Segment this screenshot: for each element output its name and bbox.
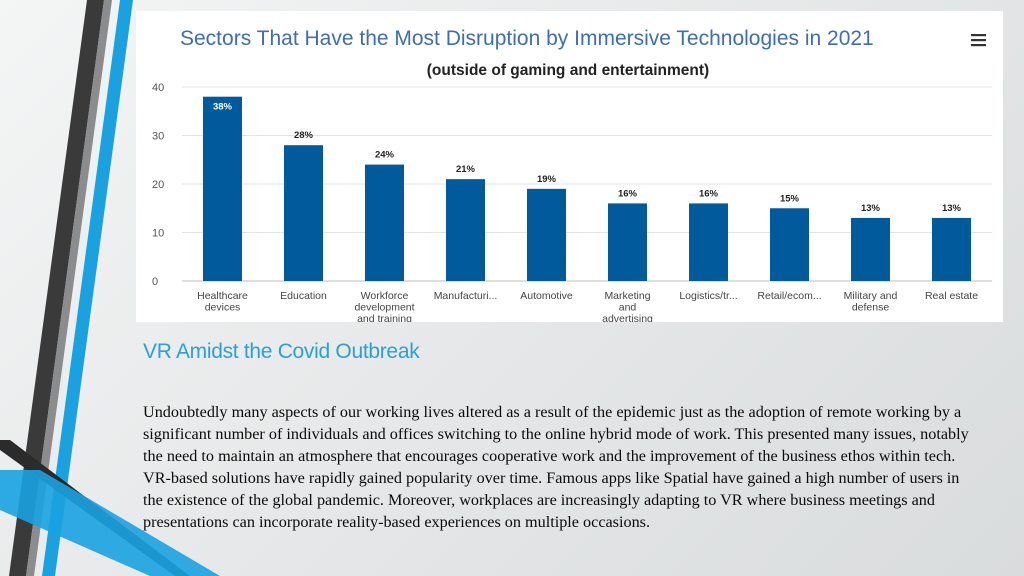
bars [203, 96, 971, 281]
data-label: 21% [456, 164, 476, 175]
x-tick-label-line: Real estate [925, 290, 978, 302]
x-tick-label-line: Military and [844, 290, 898, 302]
x-tick-label-line: devices [205, 302, 241, 314]
x-axis: Healthcare devices Education Workforce devel… [197, 290, 978, 322]
x-tick-label: Automotive [520, 290, 573, 302]
x-tick-label-line: Marketing [604, 290, 650, 302]
data-label: 19% [537, 174, 557, 185]
y-axis: 0 10 20 30 40 [152, 82, 164, 288]
x-tick-label-line: Workforce [361, 290, 409, 302]
bar [608, 203, 647, 281]
y-tick-label: 40 [152, 82, 164, 94]
blue-diagonal-stripe [42, 0, 133, 576]
data-label: 28% [294, 130, 314, 141]
bar [203, 96, 242, 281]
x-tick-label: Education [280, 290, 327, 302]
hamburger-menu-icon[interactable] [971, 34, 986, 47]
data-label: 24% [375, 150, 395, 161]
y-tick-label: 30 [152, 131, 164, 143]
chart-panel: Sectors That Have the Most Disruption by… [136, 11, 1003, 322]
chart-title: Sectors That Have the Most Disruption by… [180, 27, 874, 50]
y-tick-label: 20 [152, 179, 164, 191]
x-tick-label: Workforce development and training [354, 290, 414, 322]
x-tick-label-line: Logistics/tr... [679, 290, 737, 302]
x-tick-label-line: defense [852, 302, 890, 314]
x-tick-label-line: Education [280, 290, 327, 302]
gray-diagonal-stripe [26, 0, 112, 576]
x-tick-label: Healthcare devices [197, 290, 248, 314]
y-tick-label: 10 [152, 228, 164, 240]
x-tick-label-line: advertising [602, 313, 653, 322]
dark-diagonal-stripe [9, 0, 104, 576]
bar [689, 203, 728, 281]
x-tick-label-line: and [619, 302, 637, 314]
x-tick-label-line: Manufacturi... [434, 290, 498, 302]
x-tick-label: Logistics/tr... [679, 290, 737, 302]
x-tick-label-line: Automotive [520, 290, 573, 302]
x-tick-label: Military and defense [844, 290, 898, 314]
bar [365, 164, 404, 281]
data-label: 16% [699, 188, 719, 199]
x-tick-label: Marketing and advertising [602, 290, 653, 322]
body-paragraph: Undoubtedly many aspects of our working … [143, 403, 969, 531]
bar [932, 217, 971, 281]
data-label: 16% [618, 188, 638, 199]
bar [527, 188, 566, 281]
x-tick-label: Retail/ecom... [757, 290, 821, 302]
bar [851, 217, 890, 281]
x-tick-label-line: Retail/ecom... [757, 290, 821, 302]
x-tick-label-line: and training [357, 313, 412, 322]
bar-chart: Sectors That Have the Most Disruption by… [152, 27, 992, 322]
data-label: 38% [213, 102, 233, 113]
x-tick-label-line: development [354, 302, 414, 314]
bar [770, 208, 809, 281]
data-label: 15% [780, 193, 800, 204]
x-tick-label: Real estate [925, 290, 978, 302]
chart-subtitle: (outside of gaming and entertainment) [427, 62, 709, 79]
bar [284, 145, 323, 281]
y-tick-label: 0 [152, 276, 158, 288]
x-tick-label-line: Healthcare [197, 290, 248, 302]
data-label: 13% [942, 203, 962, 214]
x-tick-label: Manufacturi... [434, 290, 498, 302]
section-heading: VR Amidst the Covid Outbreak [143, 340, 420, 363]
bar [446, 179, 485, 281]
blue-corner-wedge [0, 470, 220, 576]
data-label: 13% [861, 203, 881, 214]
data-labels: 38% 28% 24% 21% 19% 16% 16% 15% 13% 13% [213, 102, 962, 214]
